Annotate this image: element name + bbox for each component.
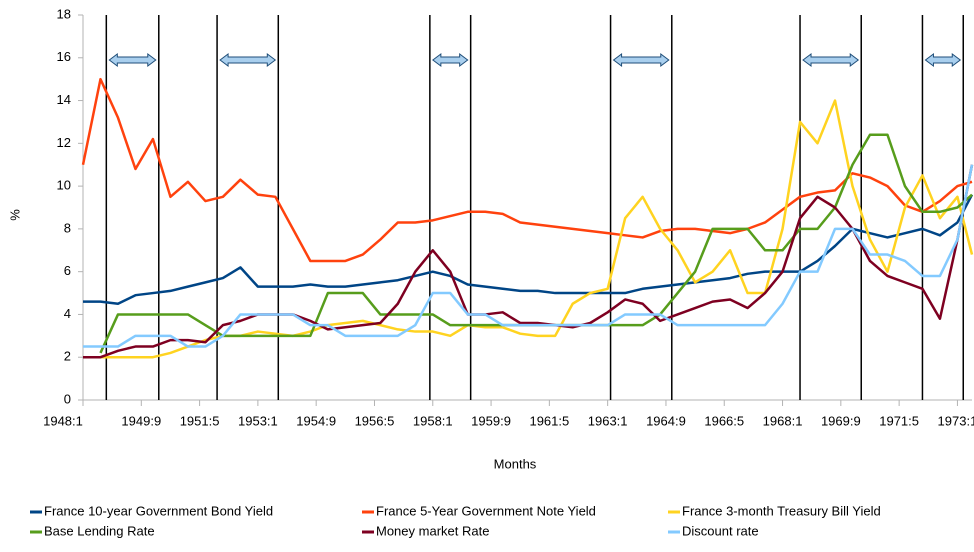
x-tick-label: 1971:5 xyxy=(879,413,919,428)
y-axis-label: % xyxy=(7,209,22,221)
legend-label: France 10-year Government Bond Yield xyxy=(44,503,273,518)
x-tick-label: 1953:1 xyxy=(238,413,278,428)
x-tick-label: 1973:1 xyxy=(938,413,974,428)
period-arrow xyxy=(924,53,962,67)
x-tick-label: 1961:5 xyxy=(529,413,569,428)
x-tick-label: 1948:1 xyxy=(43,413,83,428)
x-tick-label: 1963:1 xyxy=(588,413,628,428)
y-tick-label: 14 xyxy=(57,92,71,107)
y-tick-label: 12 xyxy=(57,135,71,150)
x-tick-label: 1949:9 xyxy=(121,413,161,428)
y-tick-label: 10 xyxy=(57,178,71,193)
x-tick-label: 1968:1 xyxy=(763,413,803,428)
period-arrow xyxy=(612,53,670,67)
x-tick-label: 1969:9 xyxy=(821,413,861,428)
y-tick-label: 6 xyxy=(64,263,71,278)
series-line xyxy=(100,99,974,359)
series-line xyxy=(81,77,973,263)
series-line xyxy=(83,164,974,348)
y-tick-label: 18 xyxy=(57,6,71,21)
series-line xyxy=(99,133,973,354)
x-tick-label: 1951:5 xyxy=(180,413,220,428)
x-tick-label: 1958:1 xyxy=(413,413,453,428)
x-tick-label: 1956:5 xyxy=(355,413,395,428)
x-tick-label: 1954:9 xyxy=(296,413,336,428)
x-tick-label: 1959:9 xyxy=(471,413,511,428)
y-tick-label: 4 xyxy=(64,306,71,321)
period-arrow xyxy=(108,53,157,67)
x-tick-label: 1966:5 xyxy=(704,413,744,428)
legend-label: Base Lending Rate xyxy=(44,523,155,538)
legend-label: France 5-Year Government Note Yield xyxy=(376,503,596,518)
legend-label: Discount rate xyxy=(682,523,759,538)
y-tick-label: 2 xyxy=(64,349,71,364)
y-tick-label: 0 xyxy=(64,391,71,406)
y-tick-label: 8 xyxy=(64,220,71,235)
x-axis-label: Months xyxy=(494,456,537,471)
series-line xyxy=(83,164,974,359)
legend-label: France 3-month Treasury Bill Yield xyxy=(682,503,881,518)
x-tick-label: 1964:9 xyxy=(646,413,686,428)
legend-label: Money market Rate xyxy=(376,523,489,538)
y-tick-label: 16 xyxy=(57,49,71,64)
period-arrow xyxy=(432,53,469,67)
period-arrow xyxy=(802,53,860,67)
period-arrow xyxy=(219,53,277,67)
